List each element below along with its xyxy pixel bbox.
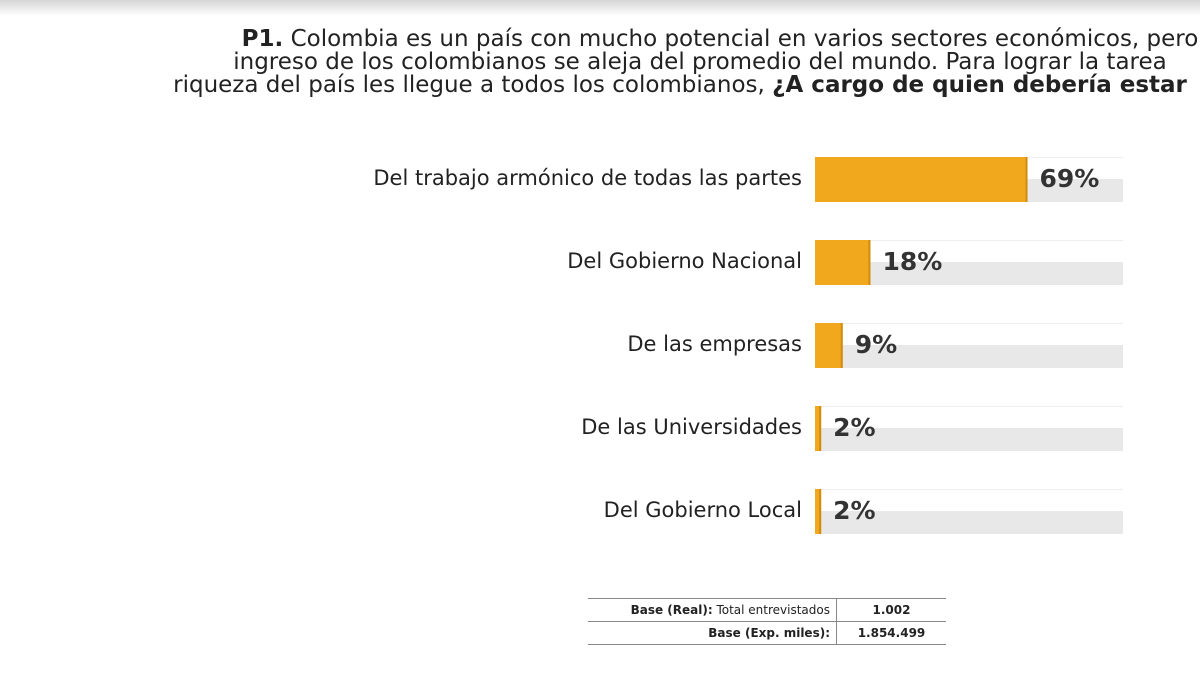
value-label: 9% <box>854 330 898 359</box>
base-exp-label: Base (Exp. miles): <box>588 621 837 645</box>
bar-track <box>815 345 1123 368</box>
bar-track-top-line <box>815 489 1123 490</box>
category-label: Del Gobierno Local <box>603 498 802 522</box>
question-line-3: riqueza del país les llegue a todos los … <box>173 72 1187 98</box>
base-exp-value: 1.854.499 <box>857 626 926 640</box>
question-emphasis: ¿A cargo de quien debería estar <box>772 72 1187 98</box>
category-label: Del Gobierno Nacional <box>567 249 802 273</box>
bar <box>815 406 822 451</box>
base-row-real: Base (Real): Total entrevistados 1.002 <box>588 598 946 622</box>
question-line-2: ingreso de los colombianos se aleja del … <box>233 49 1167 75</box>
base-table: Base (Real): Total entrevistados 1.002 B… <box>588 598 946 645</box>
category-label: Del trabajo armónico de todas las partes <box>373 166 802 190</box>
bar-edge <box>819 489 822 534</box>
question-text: P1. Colombia es un país con mucho potenc… <box>150 28 1200 97</box>
bar <box>815 240 871 285</box>
bar-track-top-line <box>815 240 1123 241</box>
category-label: De las Universidades <box>581 415 802 439</box>
category-label: De las empresas <box>627 332 802 356</box>
top-shadow <box>0 0 1200 16</box>
base-real-label: Base (Real): Total entrevistados <box>588 598 837 622</box>
bar <box>815 489 822 534</box>
bar-edge <box>840 323 843 368</box>
bar-track <box>815 262 1123 285</box>
bar-track-top-line <box>815 323 1123 324</box>
question-number: P1. <box>241 26 284 52</box>
bar <box>815 157 1028 202</box>
base-real-value: 1.002 <box>872 603 911 617</box>
value-label: 69% <box>1039 164 1100 193</box>
bar-edge <box>868 240 871 285</box>
bar-edge <box>1025 157 1028 202</box>
bar-edge <box>819 406 822 451</box>
value-label: 18% <box>882 247 943 276</box>
value-label: 2% <box>833 413 876 442</box>
question-line-1: P1. Colombia es un país con mucho potenc… <box>241 26 1199 52</box>
value-label: 2% <box>833 496 876 525</box>
bar-track-top-line <box>815 406 1123 407</box>
bar-track <box>815 511 1123 534</box>
base-row-exp: Base (Exp. miles): 1.854.499 <box>588 621 946 645</box>
bar-track <box>815 428 1123 451</box>
bar <box>815 323 843 368</box>
